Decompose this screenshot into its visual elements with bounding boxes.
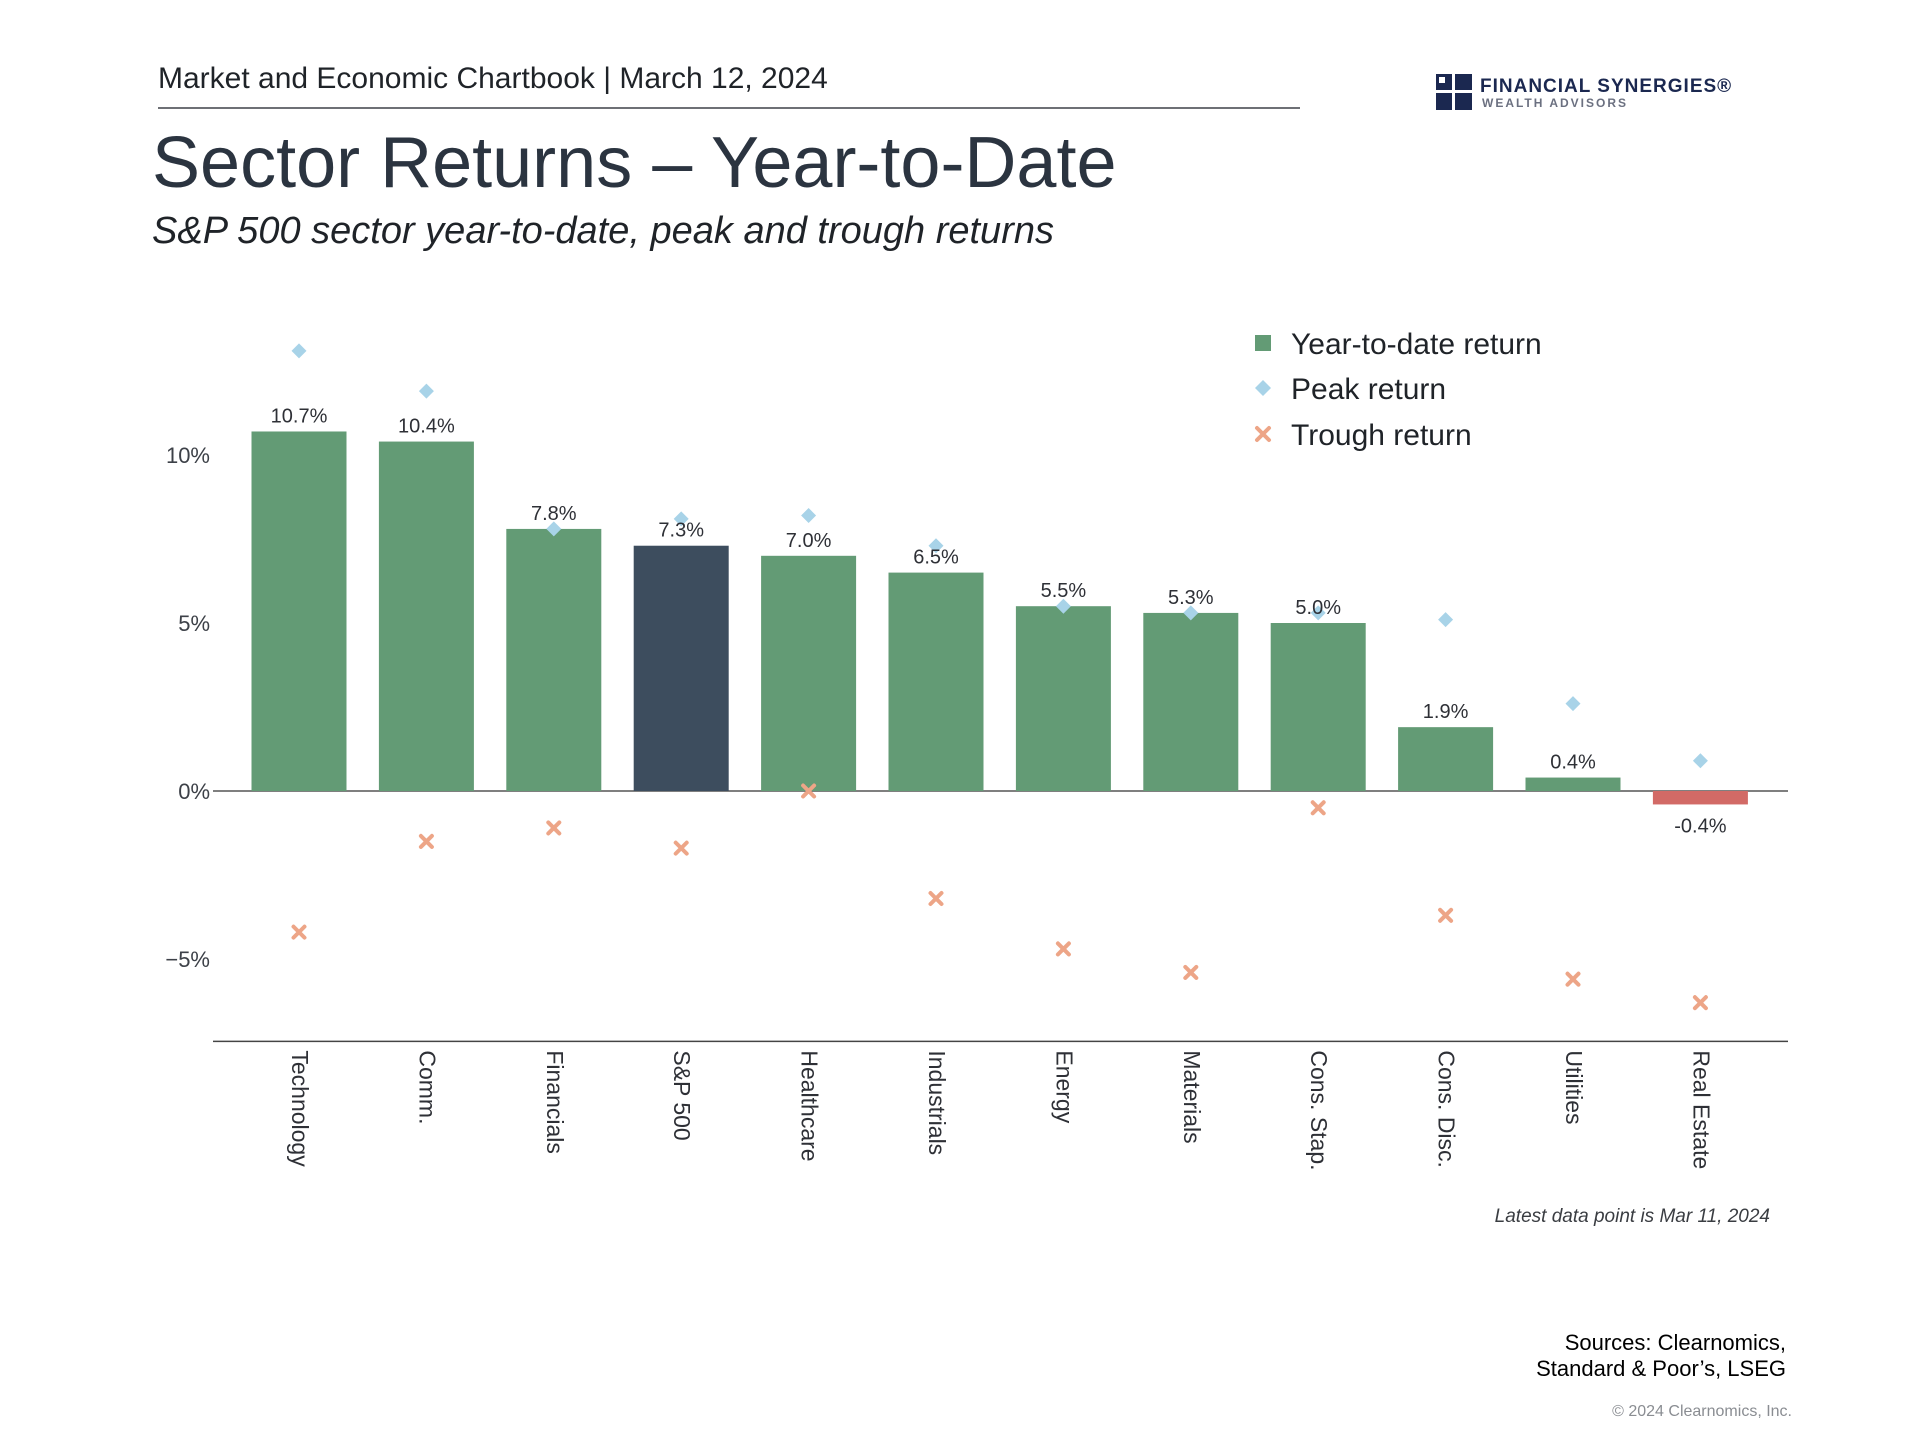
peak-marker <box>1565 696 1581 712</box>
legend-swatch-peak <box>1255 380 1271 396</box>
trough-marker <box>1438 907 1454 923</box>
legend-swatch-trough <box>1255 426 1271 442</box>
trough-marker <box>1565 971 1581 987</box>
chartbook-header: Market and Economic Chartbook | March 12… <box>158 62 828 95</box>
data-label: 6.5% <box>913 547 959 569</box>
bar-cons-disc- <box>1398 727 1494 791</box>
peak-marker <box>291 343 307 359</box>
trough-marker <box>546 820 562 836</box>
bar-utilities <box>1525 777 1621 791</box>
x-category-label: Financials <box>542 1050 568 1154</box>
bars <box>251 431 1748 805</box>
x-category-label: Industrials <box>924 1050 950 1155</box>
trough-marker <box>1310 800 1326 816</box>
peak-marker <box>1055 598 1071 614</box>
bar-cons-stap- <box>1270 623 1366 791</box>
bar-comm- <box>378 441 474 791</box>
copyright-text: © 2024 Clearnomics, Inc. <box>1612 1403 1792 1420</box>
page-subtitle: S&P 500 sector year-to-date, peak and tr… <box>152 210 1054 252</box>
trough-marker <box>1183 964 1199 980</box>
x-category-label: Cons. Disc. <box>1434 1050 1460 1168</box>
x-category-label: Cons. Stap. <box>1306 1050 1332 1170</box>
peak-marker <box>546 521 562 537</box>
data-label: 10.7% <box>271 405 328 427</box>
data-label: 0.4% <box>1550 752 1596 774</box>
bar-energy <box>1015 606 1111 791</box>
peak-marker <box>1183 605 1199 621</box>
data-label: 5.0% <box>1295 597 1341 619</box>
data-label: 10.4% <box>398 416 455 438</box>
data-label: 7.8% <box>531 503 577 525</box>
data-label: -0.4% <box>1674 815 1726 837</box>
bar-s-p-500 <box>633 545 729 791</box>
data-label: 5.5% <box>1041 580 1087 602</box>
y-tick-label: 0% <box>178 779 210 804</box>
y-tick-label: 10% <box>166 443 210 468</box>
bar-industrials <box>888 572 984 791</box>
legend-label: Peak return <box>1291 373 1446 406</box>
bar-materials <box>1143 612 1239 791</box>
sources-text: Sources: Clearnomics, Standard & Poor’s,… <box>1536 1330 1786 1381</box>
page-title: Sector Returns – Year-to-Date <box>152 123 1117 203</box>
trough-marker <box>1055 941 1071 957</box>
trough-marker <box>801 783 817 799</box>
bar-technology <box>251 431 347 791</box>
x-category-label: Utilities <box>1561 1050 1587 1124</box>
y-tick-label: 5% <box>178 611 210 636</box>
data-label: 5.3% <box>1168 587 1214 609</box>
legend-swatch-ytd <box>1255 335 1271 351</box>
peak-marker <box>1310 605 1326 621</box>
data-label: 7.3% <box>658 520 704 542</box>
trough-marker <box>928 891 944 907</box>
peak-marker <box>928 538 944 554</box>
company-logo: FINANCIAL SYNERGIES® WEALTH ADVISORS <box>1436 74 1766 114</box>
x-category-label: Real Estate <box>1688 1050 1714 1169</box>
data-note: Latest data point is Mar 11, 2024 <box>1494 1206 1770 1227</box>
bar-financials <box>506 528 602 791</box>
header-divider <box>158 107 1300 109</box>
markers <box>291 343 1708 1011</box>
data-label: 7.0% <box>786 530 832 552</box>
peak-marker <box>1438 612 1454 628</box>
logo-tagline: WEALTH ADVISORS <box>1482 96 1628 110</box>
peak-marker <box>1692 753 1708 769</box>
logo-name: FINANCIAL SYNERGIES® <box>1480 76 1733 97</box>
legend: Year-to-date return Peak return Trough ret… <box>1255 328 1542 452</box>
bar-real-estate <box>1652 791 1748 805</box>
x-category-label: Materials <box>1179 1050 1205 1143</box>
peak-marker <box>801 507 817 523</box>
trough-marker <box>291 924 307 940</box>
legend-label: Year-to-date return <box>1291 328 1542 361</box>
data-labels: 10.7% 10.4% 7.8% 7.3% 7.0% 6.5% 5.5% 5.3% 5.0% 1.… <box>271 405 1727 837</box>
trough-marker <box>673 840 689 856</box>
data-label: 1.9% <box>1423 701 1469 723</box>
peak-marker <box>673 511 689 527</box>
legend-label: Trough return <box>1291 419 1472 452</box>
x-category-label: Healthcare <box>797 1050 823 1161</box>
logo-mark-icon <box>1436 74 1472 110</box>
bar-healthcare <box>761 555 857 791</box>
trough-marker <box>418 833 434 849</box>
y-tick-label: −5% <box>165 947 210 972</box>
x-category-label: Technology <box>287 1050 313 1167</box>
peak-marker <box>418 383 434 399</box>
x-category-label: Comm. <box>414 1050 440 1124</box>
trough-marker <box>1692 995 1708 1011</box>
x-category-label: S&P 500 <box>669 1050 695 1140</box>
x-category-label: Energy <box>1051 1050 1077 1123</box>
